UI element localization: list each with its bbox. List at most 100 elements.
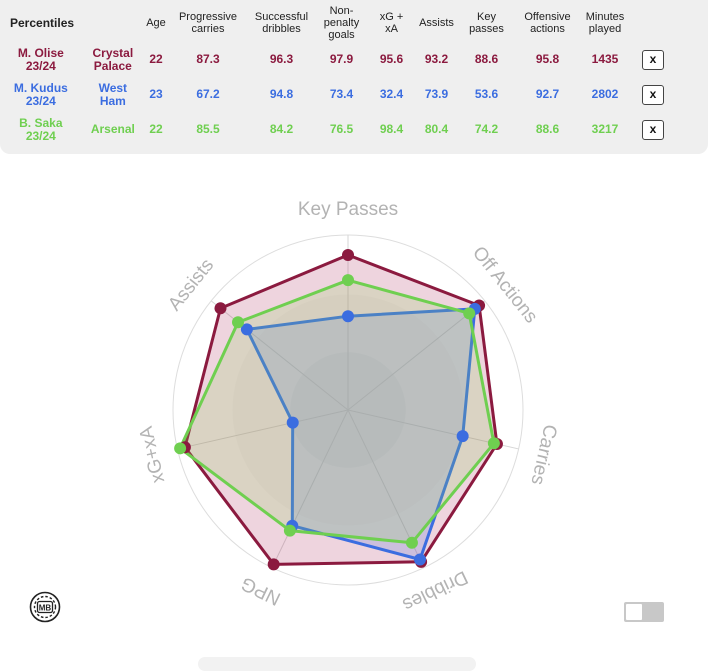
- header-text-line: passes: [469, 23, 504, 35]
- header-text-line: xA: [385, 23, 398, 35]
- radar-spoke: [347, 300, 486, 411]
- table-title: Percentiles: [10, 16, 75, 30]
- header-text-line: Offensive: [524, 11, 571, 23]
- data-point: [456, 430, 469, 443]
- value-cell: 53.6: [474, 87, 499, 101]
- data-point: [283, 524, 296, 537]
- value-cell: 23: [149, 87, 163, 101]
- remove-player-button[interactable]: x: [642, 119, 664, 140]
- cell-text-line: Ham: [99, 93, 126, 108]
- value-cell: 76.5: [329, 122, 354, 136]
- data-point: [174, 442, 187, 455]
- axis-label: Carries: [526, 422, 560, 486]
- header-text-line: penalty: [323, 17, 360, 29]
- value-cell: 73.9: [424, 87, 449, 101]
- table-header-row: Percentiles Age Progressive carries Succe…: [0, 4, 676, 42]
- percentiles-panel: Percentiles Age Progressive carries Succe…: [0, 0, 708, 154]
- header-text-line: Age: [146, 17, 166, 29]
- value-cell: 88.6: [474, 52, 499, 66]
- cell-text-line: Arsenal: [90, 122, 135, 136]
- cell-text-line: Palace: [93, 58, 132, 73]
- data-point: [342, 248, 354, 261]
- cell-text-line: M. Kudus: [13, 80, 68, 95]
- header-minutes-played: Minutes played: [580, 4, 630, 42]
- remove-cell: x: [630, 42, 676, 77]
- header-text-line: goals: [328, 29, 355, 41]
- value-cell: 84.2: [269, 122, 294, 136]
- header-remove: [630, 4, 676, 42]
- header-text-line: carries: [191, 23, 225, 35]
- header-text-line: xG +: [379, 11, 404, 23]
- value-cell: 97.9: [329, 52, 354, 66]
- value-cell: 95.8: [535, 52, 560, 66]
- toggle-knob: [626, 604, 642, 620]
- cell-text-line: West: [98, 80, 128, 95]
- radar-spoke: [177, 409, 349, 450]
- axis-label: NPG: [238, 572, 284, 609]
- remove-player-button[interactable]: x: [642, 84, 664, 105]
- value-cell: 73.4: [329, 87, 354, 101]
- remove-cell: x: [630, 77, 676, 112]
- data-point: [240, 323, 253, 336]
- table-row: B. Saka 23/24 Arsenal 22 85.5 84.2 76.5 98.4 80.…: [0, 112, 676, 147]
- value-cell: 93.2: [424, 52, 449, 66]
- value-cell: 95.6: [379, 52, 404, 66]
- header-xg-xa: xG + xA: [368, 4, 415, 42]
- data-point: [342, 274, 354, 287]
- header-assists: Assists: [415, 4, 458, 42]
- remove-player-button[interactable]: x: [642, 49, 664, 70]
- data-point: [267, 558, 280, 571]
- data-point: [286, 416, 299, 429]
- cell-text-line: 23/24: [25, 58, 56, 73]
- value-cell: 88.6: [535, 122, 560, 136]
- data-point: [413, 553, 426, 566]
- data-point: [487, 437, 500, 450]
- value-cell: 98.4: [379, 122, 404, 136]
- cell-text-line: B. Saka: [19, 115, 63, 130]
- header-progressive-carries: Progressive carries: [168, 4, 248, 42]
- value-cell: 22: [149, 52, 163, 66]
- logo-text: MB: [39, 603, 52, 612]
- value-cell: 74.2: [474, 122, 499, 136]
- bottom-bar: [198, 657, 476, 671]
- data-point: [463, 307, 476, 320]
- player-cell: M. Olise 23/24: [0, 42, 82, 77]
- team-cell: Arsenal: [82, 112, 144, 147]
- value-cell: 32.4: [379, 87, 404, 101]
- value-cell: 87.3: [196, 52, 220, 66]
- data-point: [231, 316, 244, 329]
- header-text-line: Key: [477, 11, 496, 23]
- data-point: [342, 310, 354, 323]
- value-cell: 96.3: [269, 52, 294, 66]
- value-cell: 2802: [591, 87, 619, 101]
- player-cell: B. Saka 23/24: [0, 112, 82, 147]
- series-polygon: [183, 253, 499, 566]
- remove-cell: x: [630, 112, 676, 147]
- percentiles-table: Percentiles Age Progressive carries Succe…: [0, 4, 676, 147]
- mb-logo-icon: MB: [29, 591, 61, 623]
- header-non-penalty-goals: Non-penalty goals: [315, 4, 368, 42]
- header-text-line: actions: [530, 23, 565, 35]
- axis-label: xG+xA: [136, 424, 169, 485]
- value-cell: 22: [149, 122, 163, 136]
- value-cell: 1435: [591, 52, 619, 66]
- team-cell: Crystal Palace: [82, 42, 144, 77]
- view-toggle[interactable]: [624, 602, 664, 622]
- header-text-line: played: [588, 23, 622, 35]
- header-text-line: Progressive: [178, 11, 238, 23]
- player-cell: M. Kudus 23/24: [0, 77, 82, 112]
- value-cell: 80.4: [424, 122, 449, 136]
- value-cell: 85.5: [196, 122, 220, 136]
- cell-text-line: 23/24: [25, 93, 56, 108]
- header-offensive-actions: Offensive actions: [515, 4, 580, 42]
- team-cell: West Ham: [82, 77, 144, 112]
- header-text-line: dribbles: [262, 23, 301, 35]
- header-text-line: Minutes: [585, 11, 625, 23]
- header-text-line: Non-: [329, 5, 354, 17]
- header-key-passes: Key passes: [458, 4, 515, 42]
- table-row: M. Kudus 23/24 West Ham 23 67.2 94.8 73.4 32.4 73…: [0, 77, 676, 112]
- axis-label: Key Passes: [298, 199, 398, 220]
- header-successful-dribbles: Successful dribbles: [248, 4, 315, 42]
- radar-spoke: [271, 409, 349, 568]
